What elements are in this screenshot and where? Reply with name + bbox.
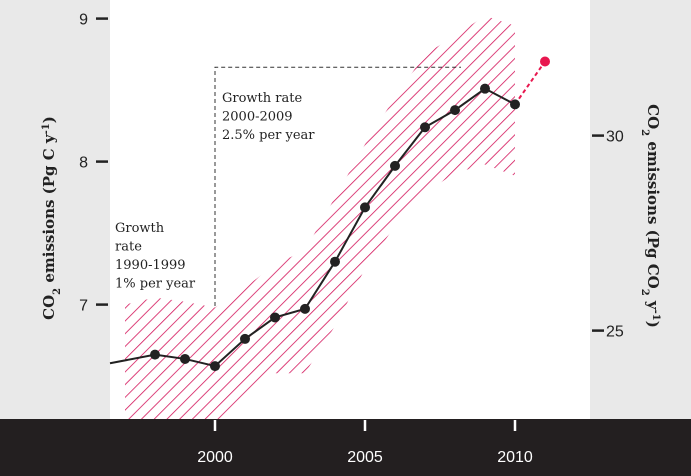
projection-point — [540, 56, 550, 67]
y-right-title-sub2: 2 — [640, 289, 651, 296]
left-axis-panel — [0, 0, 110, 419]
emissions-line — [109, 87, 516, 368]
y-left-tick-label: 8 — [79, 155, 88, 172]
uncertainty-band — [125, 15, 515, 419]
data-point — [390, 160, 400, 171]
y-right-title-end: ) — [644, 321, 662, 328]
data-point — [420, 122, 430, 133]
y-axis-left-title: CO2 emissions (Pg C y-1) — [40, 116, 63, 320]
data-point — [270, 312, 280, 323]
annotation-1990s-line: 1990-1999 — [115, 258, 186, 273]
data-point — [510, 99, 520, 110]
data-point — [180, 353, 190, 364]
annotation-1990s-line: Growth — [115, 221, 165, 236]
y-left-tick-label: 7 — [79, 298, 88, 315]
y-left-title-sub: 2 — [52, 288, 63, 295]
x-tick-label: 2000 — [197, 449, 233, 466]
x-tick-label: 2010 — [497, 449, 533, 466]
projection-line — [514, 60, 546, 105]
annotation-2000s-line: Growth rate — [222, 91, 302, 106]
y-left-title-tail: emissions (Pg C y — [40, 133, 58, 288]
y-right-title-tail: emissions (Pg CO — [644, 136, 662, 289]
y-right-tick-label: 30 — [606, 129, 624, 146]
data-point — [300, 303, 310, 314]
y-right-tick-label: 25 — [606, 324, 624, 341]
annotation-1990s-line: rate — [115, 240, 142, 255]
y-right-title-sub: 2 — [640, 129, 651, 136]
data-point — [240, 333, 250, 344]
y-left-title-main: CO — [40, 295, 58, 320]
annotation-2000s-line: 2.5% per year — [222, 128, 315, 143]
annotation-2000s-line: 2000-2009 — [222, 110, 293, 125]
x-axis-band — [0, 419, 691, 476]
data-point — [450, 105, 460, 116]
data-point — [210, 361, 220, 372]
data-point — [480, 83, 490, 94]
y-axis-right-title: CO2 emissions (Pg CO2 y-1) — [640, 104, 663, 328]
x-tick-label: 2005 — [347, 449, 383, 466]
data-point — [150, 349, 160, 360]
y-left-title-sup: -1 — [41, 123, 52, 134]
y-right-title-tail2: y — [644, 296, 662, 311]
data-point — [360, 202, 370, 213]
annotation-1990s-line: 1% per year — [115, 277, 196, 292]
growth-rate-bracket — [214, 66, 461, 307]
right-axis-panel — [590, 0, 691, 419]
data-point — [330, 256, 340, 267]
y-left-tick-label: 9 — [79, 12, 88, 29]
y-left-title-end: ) — [40, 116, 58, 123]
y-right-title-sup: -1 — [651, 310, 662, 321]
y-right-title-main: CO — [644, 104, 662, 129]
